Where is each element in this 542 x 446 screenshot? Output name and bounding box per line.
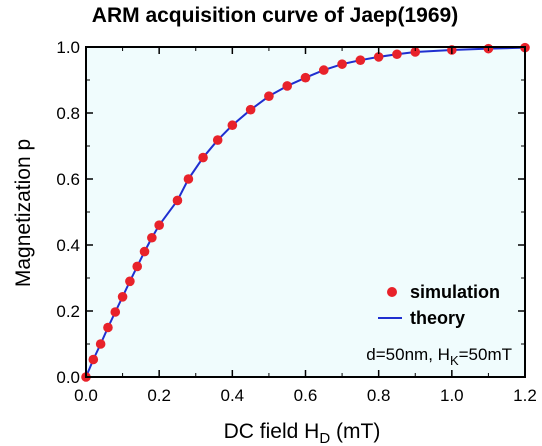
simulation-point xyxy=(117,292,128,302)
plot-area xyxy=(86,47,525,377)
simulation-point xyxy=(212,135,223,145)
simulation-point xyxy=(355,55,366,65)
simulation-point xyxy=(245,104,256,115)
simulation-point xyxy=(373,52,384,62)
legend-marker-simulation xyxy=(387,287,397,297)
x-tick-label: 0.2 xyxy=(147,386,171,405)
legend-label-simulation: simulation xyxy=(410,282,500,302)
y-axis-label: Magnetization p xyxy=(12,139,35,287)
x-axis-label-main: DC field H xyxy=(224,420,320,443)
simulation-point xyxy=(227,120,238,131)
legend-label-theory: theory xyxy=(410,308,465,328)
y-tick-label: 0.2 xyxy=(56,302,80,321)
x-tick-label: 0.8 xyxy=(367,386,391,405)
simulation-point xyxy=(95,339,106,349)
simulation-point xyxy=(410,47,421,57)
annotation-prefix: d=50nm, H xyxy=(366,345,450,364)
annotation-subscript: K xyxy=(450,353,459,368)
x-tick-label: 1.0 xyxy=(440,386,464,405)
chart-title: ARM acquisition curve of Jaep(1969) xyxy=(92,4,458,27)
simulation-point xyxy=(282,81,293,91)
y-tick-label: 0.4 xyxy=(56,236,80,255)
simulation-point xyxy=(318,65,329,75)
simulation-point xyxy=(264,91,274,101)
simulation-point xyxy=(139,246,150,257)
series-layer xyxy=(81,42,530,382)
simulation-point xyxy=(88,354,99,365)
simulation-point xyxy=(154,220,164,230)
x-axis-label-unit: (mT) xyxy=(330,420,380,443)
simulation-point xyxy=(198,152,208,163)
x-axis-label-subscript: D xyxy=(319,430,330,446)
simulation-point xyxy=(110,307,121,317)
simulation-point xyxy=(103,322,113,333)
y-tick-label: 1.0 xyxy=(56,38,80,57)
simulation-point xyxy=(172,195,183,206)
x-tick-label: 0.4 xyxy=(221,386,245,405)
ticks-layer: 0.0 0.2 0.4 0.6 0.8 1.0 1.2 0.0 0.2 0.4 0.6 0.8 1.0 xyxy=(56,38,536,405)
y-tick-label: 0.8 xyxy=(56,104,80,123)
x-tick-label: 0.0 xyxy=(74,386,98,405)
simulation-point xyxy=(392,49,402,60)
simulation-point xyxy=(125,276,135,287)
annotation-suffix: =50mT xyxy=(459,345,512,364)
simulation-point xyxy=(300,72,311,83)
simulation-point xyxy=(337,59,347,69)
simulation-point xyxy=(183,174,194,184)
simulation-point xyxy=(132,261,143,272)
legend: simulation theory xyxy=(378,282,500,328)
parameter-annotation: d=50nm, HK=50mT xyxy=(366,345,512,368)
x-axis-label: DC field HD (mT) xyxy=(224,420,381,446)
x-tick-label: 1.2 xyxy=(513,386,537,405)
y-tick-label: 0.0 xyxy=(56,368,80,387)
simulation-point xyxy=(147,232,157,243)
y-tick-label: 0.6 xyxy=(56,170,80,189)
x-tick-label: 0.6 xyxy=(294,386,318,405)
